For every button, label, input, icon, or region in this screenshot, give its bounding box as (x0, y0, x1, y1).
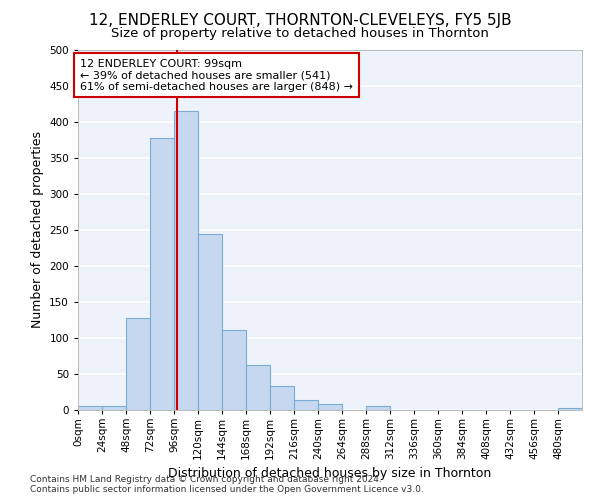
Text: 12, ENDERLEY COURT, THORNTON-CLEVELEYS, FY5 5JB: 12, ENDERLEY COURT, THORNTON-CLEVELEYS, … (89, 12, 511, 28)
Y-axis label: Number of detached properties: Number of detached properties (31, 132, 44, 328)
Bar (222, 330, 246, 410)
Text: Contains public sector information licensed under the Open Government Licence v3: Contains public sector information licen… (30, 485, 424, 494)
Text: Contains HM Land Registry data © Crown copyright and database right 2024.: Contains HM Land Registry data © Crown c… (30, 475, 382, 484)
Bar (366, 406, 390, 410)
X-axis label: Distribution of detached houses by size in Thornton: Distribution of detached houses by size … (169, 468, 491, 480)
Bar (558, 408, 582, 410)
Bar (294, 400, 318, 410)
Bar (246, 364, 270, 410)
Text: 12 ENDERLEY COURT: 99sqm
← 39% of detached houses are smaller (541)
61% of semi-: 12 ENDERLEY COURT: 99sqm ← 39% of detach… (80, 58, 353, 92)
Bar (102, 406, 126, 410)
Text: Size of property relative to detached houses in Thornton: Size of property relative to detached ho… (111, 28, 489, 40)
Bar (198, 234, 222, 410)
Bar (270, 386, 294, 410)
Bar (78, 406, 102, 410)
Bar (126, 318, 150, 410)
Bar (318, 404, 342, 410)
Bar (174, 111, 198, 410)
Bar (150, 138, 174, 410)
